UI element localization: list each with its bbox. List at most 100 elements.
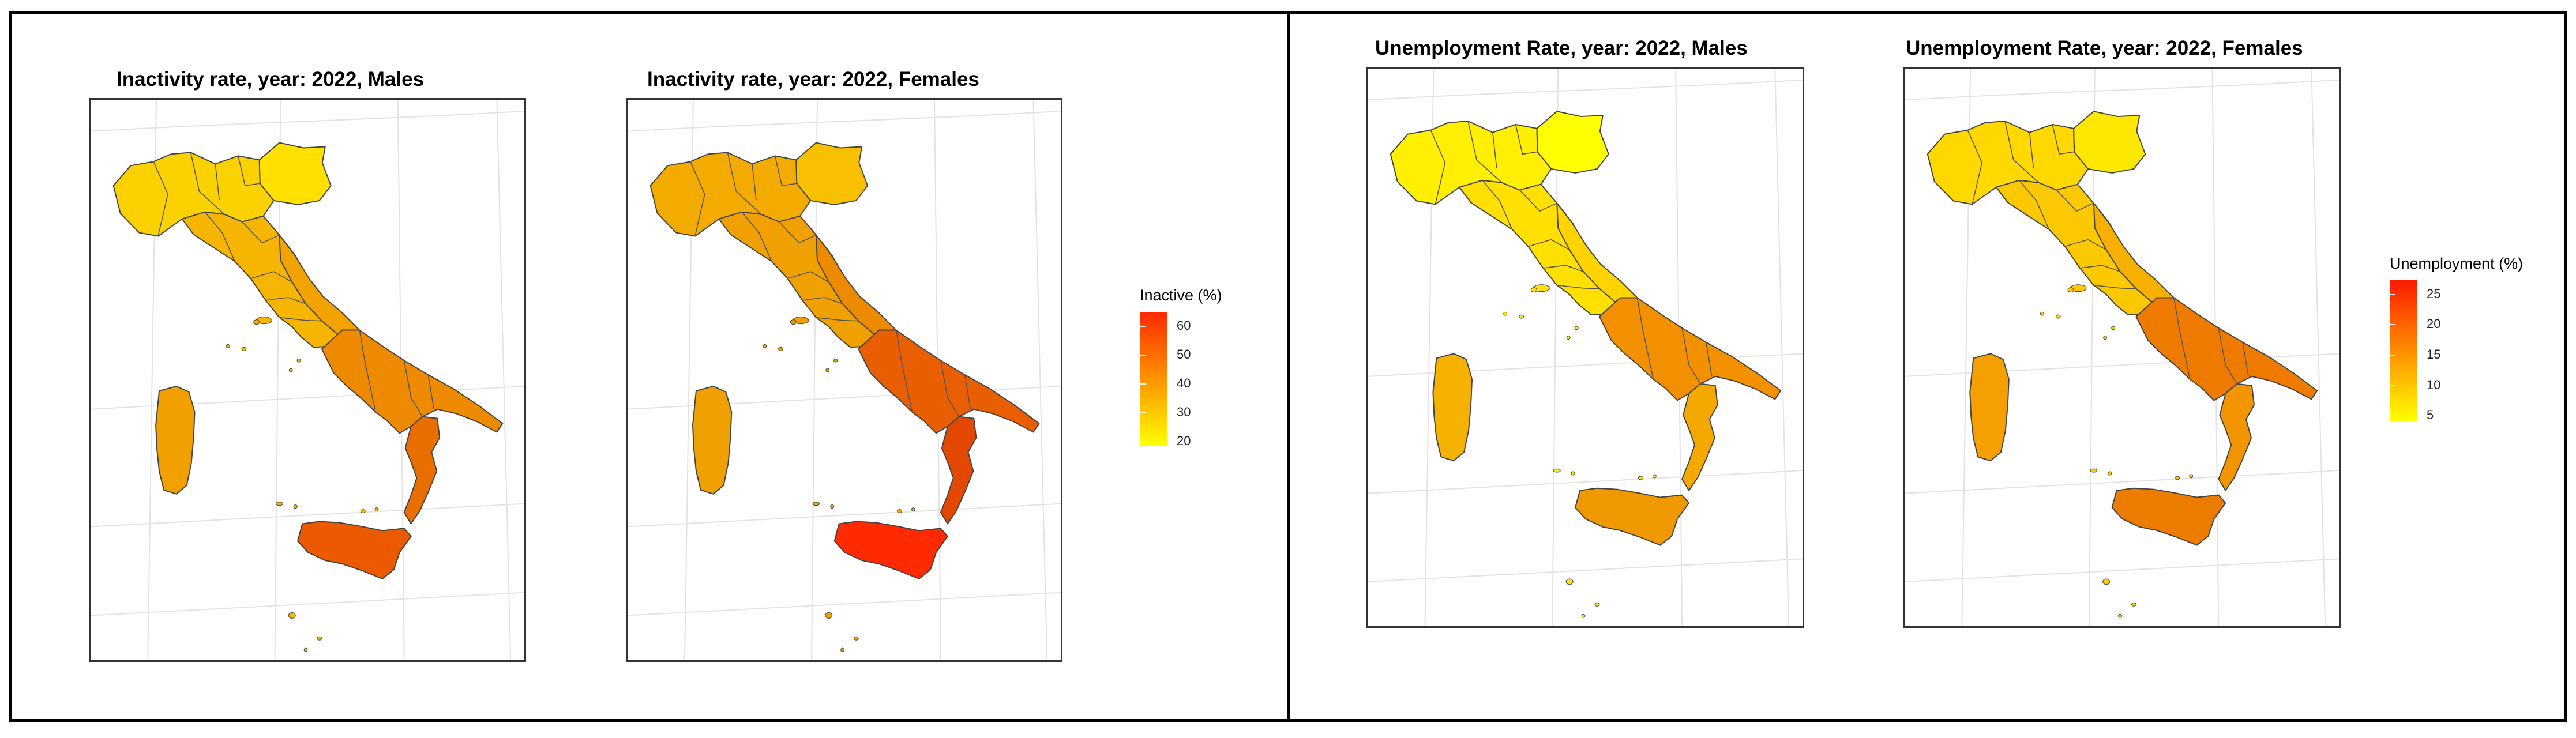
islet bbox=[1574, 326, 1579, 330]
islet bbox=[1581, 613, 1586, 618]
islet bbox=[296, 358, 301, 363]
region-deep-south[interactable] bbox=[403, 416, 441, 525]
islet bbox=[911, 507, 915, 512]
region-northwest[interactable] bbox=[1927, 120, 2089, 205]
region-border bbox=[215, 164, 220, 201]
islet bbox=[1565, 578, 1574, 585]
region-sardinia[interactable] bbox=[155, 385, 196, 495]
region-northwest[interactable] bbox=[112, 152, 275, 237]
region-border bbox=[1528, 239, 1570, 251]
map-unemployment-males[interactable] bbox=[1366, 67, 1804, 628]
legend-tick-label: 50 bbox=[1177, 347, 1191, 362]
internal-borders bbox=[1967, 121, 2249, 385]
region-sicily[interactable] bbox=[1575, 487, 1690, 546]
region-south[interactable] bbox=[1598, 297, 1782, 401]
legend-tick bbox=[1140, 412, 1146, 413]
islet bbox=[1566, 336, 1571, 340]
region-border bbox=[816, 317, 859, 322]
region-northwest[interactable] bbox=[649, 152, 812, 237]
islet bbox=[2131, 602, 2136, 607]
map-inactivity-females[interactable] bbox=[626, 98, 1062, 662]
region-south[interactable] bbox=[858, 329, 1040, 434]
islet bbox=[1503, 311, 1508, 316]
islet bbox=[897, 509, 903, 514]
region-border bbox=[727, 152, 762, 215]
graticule-line bbox=[1368, 353, 1803, 377]
islet bbox=[226, 344, 230, 348]
region-sicily[interactable] bbox=[2111, 487, 2226, 546]
legend-tick bbox=[2390, 354, 2395, 356]
region-border bbox=[1519, 190, 1557, 212]
islet bbox=[303, 647, 308, 652]
graticule-line bbox=[1774, 69, 1790, 626]
region-center[interactable] bbox=[1995, 179, 2158, 316]
region-border bbox=[2173, 298, 2191, 380]
islet bbox=[2055, 314, 2061, 319]
graticule-line bbox=[1905, 79, 2339, 101]
region-sicily[interactable] bbox=[297, 521, 412, 579]
islet bbox=[253, 319, 260, 325]
islet bbox=[778, 347, 783, 351]
region-border bbox=[2056, 190, 2094, 212]
region-border bbox=[153, 161, 168, 236]
region-center[interactable] bbox=[718, 211, 880, 348]
region-border bbox=[1492, 132, 1497, 169]
legend-tick-label: 60 bbox=[1177, 318, 1191, 333]
islet bbox=[288, 368, 293, 372]
region-deep-south[interactable] bbox=[1681, 383, 1718, 491]
legend-title-unemployment: Unemployment (%) bbox=[2390, 255, 2524, 272]
map-title-unemployment-females: Unemployment Rate, year: 2022, Females bbox=[1906, 37, 2303, 59]
left-panel-inactivity: Inactivity rate, year: 2022, Males Inact… bbox=[9, 11, 1290, 722]
region-border bbox=[752, 164, 757, 201]
map-canvas bbox=[91, 100, 524, 660]
islet bbox=[2090, 468, 2098, 473]
islet bbox=[374, 507, 379, 512]
islet bbox=[812, 502, 820, 506]
region-center[interactable] bbox=[1459, 179, 1621, 316]
region-border bbox=[359, 330, 376, 412]
region-sardinia[interactable] bbox=[1969, 353, 2010, 462]
legend-tick bbox=[1140, 440, 1146, 442]
region-border bbox=[1557, 284, 1599, 289]
map-unemployment-females[interactable] bbox=[1903, 67, 2341, 628]
region-sardinia[interactable] bbox=[1432, 353, 1473, 462]
region-border bbox=[2242, 342, 2249, 377]
legend-tick-label: 15 bbox=[2427, 347, 2441, 362]
legend-tick bbox=[2390, 293, 2395, 295]
legend-tick-label: 30 bbox=[1177, 404, 1191, 419]
islet bbox=[1638, 476, 1643, 480]
region-border bbox=[1430, 130, 1446, 205]
region-south[interactable] bbox=[321, 329, 504, 434]
legend-tick-label: 40 bbox=[1177, 375, 1191, 390]
islet bbox=[825, 368, 830, 372]
region-border bbox=[427, 374, 435, 409]
legend-tick-label: 5 bbox=[2427, 408, 2434, 423]
region-northwest[interactable] bbox=[1390, 120, 1552, 205]
region-center[interactable] bbox=[181, 211, 343, 348]
internal-borders bbox=[153, 152, 435, 417]
legend-colorbar-inactive bbox=[1140, 312, 1167, 446]
graticule-line bbox=[91, 110, 524, 132]
region-border bbox=[265, 297, 306, 304]
islet bbox=[275, 502, 283, 506]
region-deep-south[interactable] bbox=[940, 416, 977, 525]
region-sardinia[interactable] bbox=[692, 385, 733, 495]
islets bbox=[226, 317, 379, 652]
internal-borders bbox=[1430, 121, 1713, 385]
islet bbox=[1652, 474, 1657, 479]
islet bbox=[1553, 468, 1561, 473]
region-border bbox=[2019, 180, 2050, 230]
region-deep-south[interactable] bbox=[2218, 383, 2255, 491]
region-border bbox=[238, 156, 260, 186]
islets bbox=[1503, 284, 1657, 618]
graticule-line bbox=[1368, 558, 1803, 582]
map-inactivity-males[interactable] bbox=[89, 98, 526, 662]
islet bbox=[317, 636, 322, 641]
region-south[interactable] bbox=[2135, 297, 2318, 401]
region-border bbox=[802, 297, 843, 304]
region-border bbox=[2004, 121, 2039, 183]
graticule-line bbox=[1905, 353, 2339, 377]
region-sicily[interactable] bbox=[833, 521, 948, 579]
legend-tick bbox=[2390, 415, 2395, 417]
islet bbox=[1530, 287, 1537, 293]
